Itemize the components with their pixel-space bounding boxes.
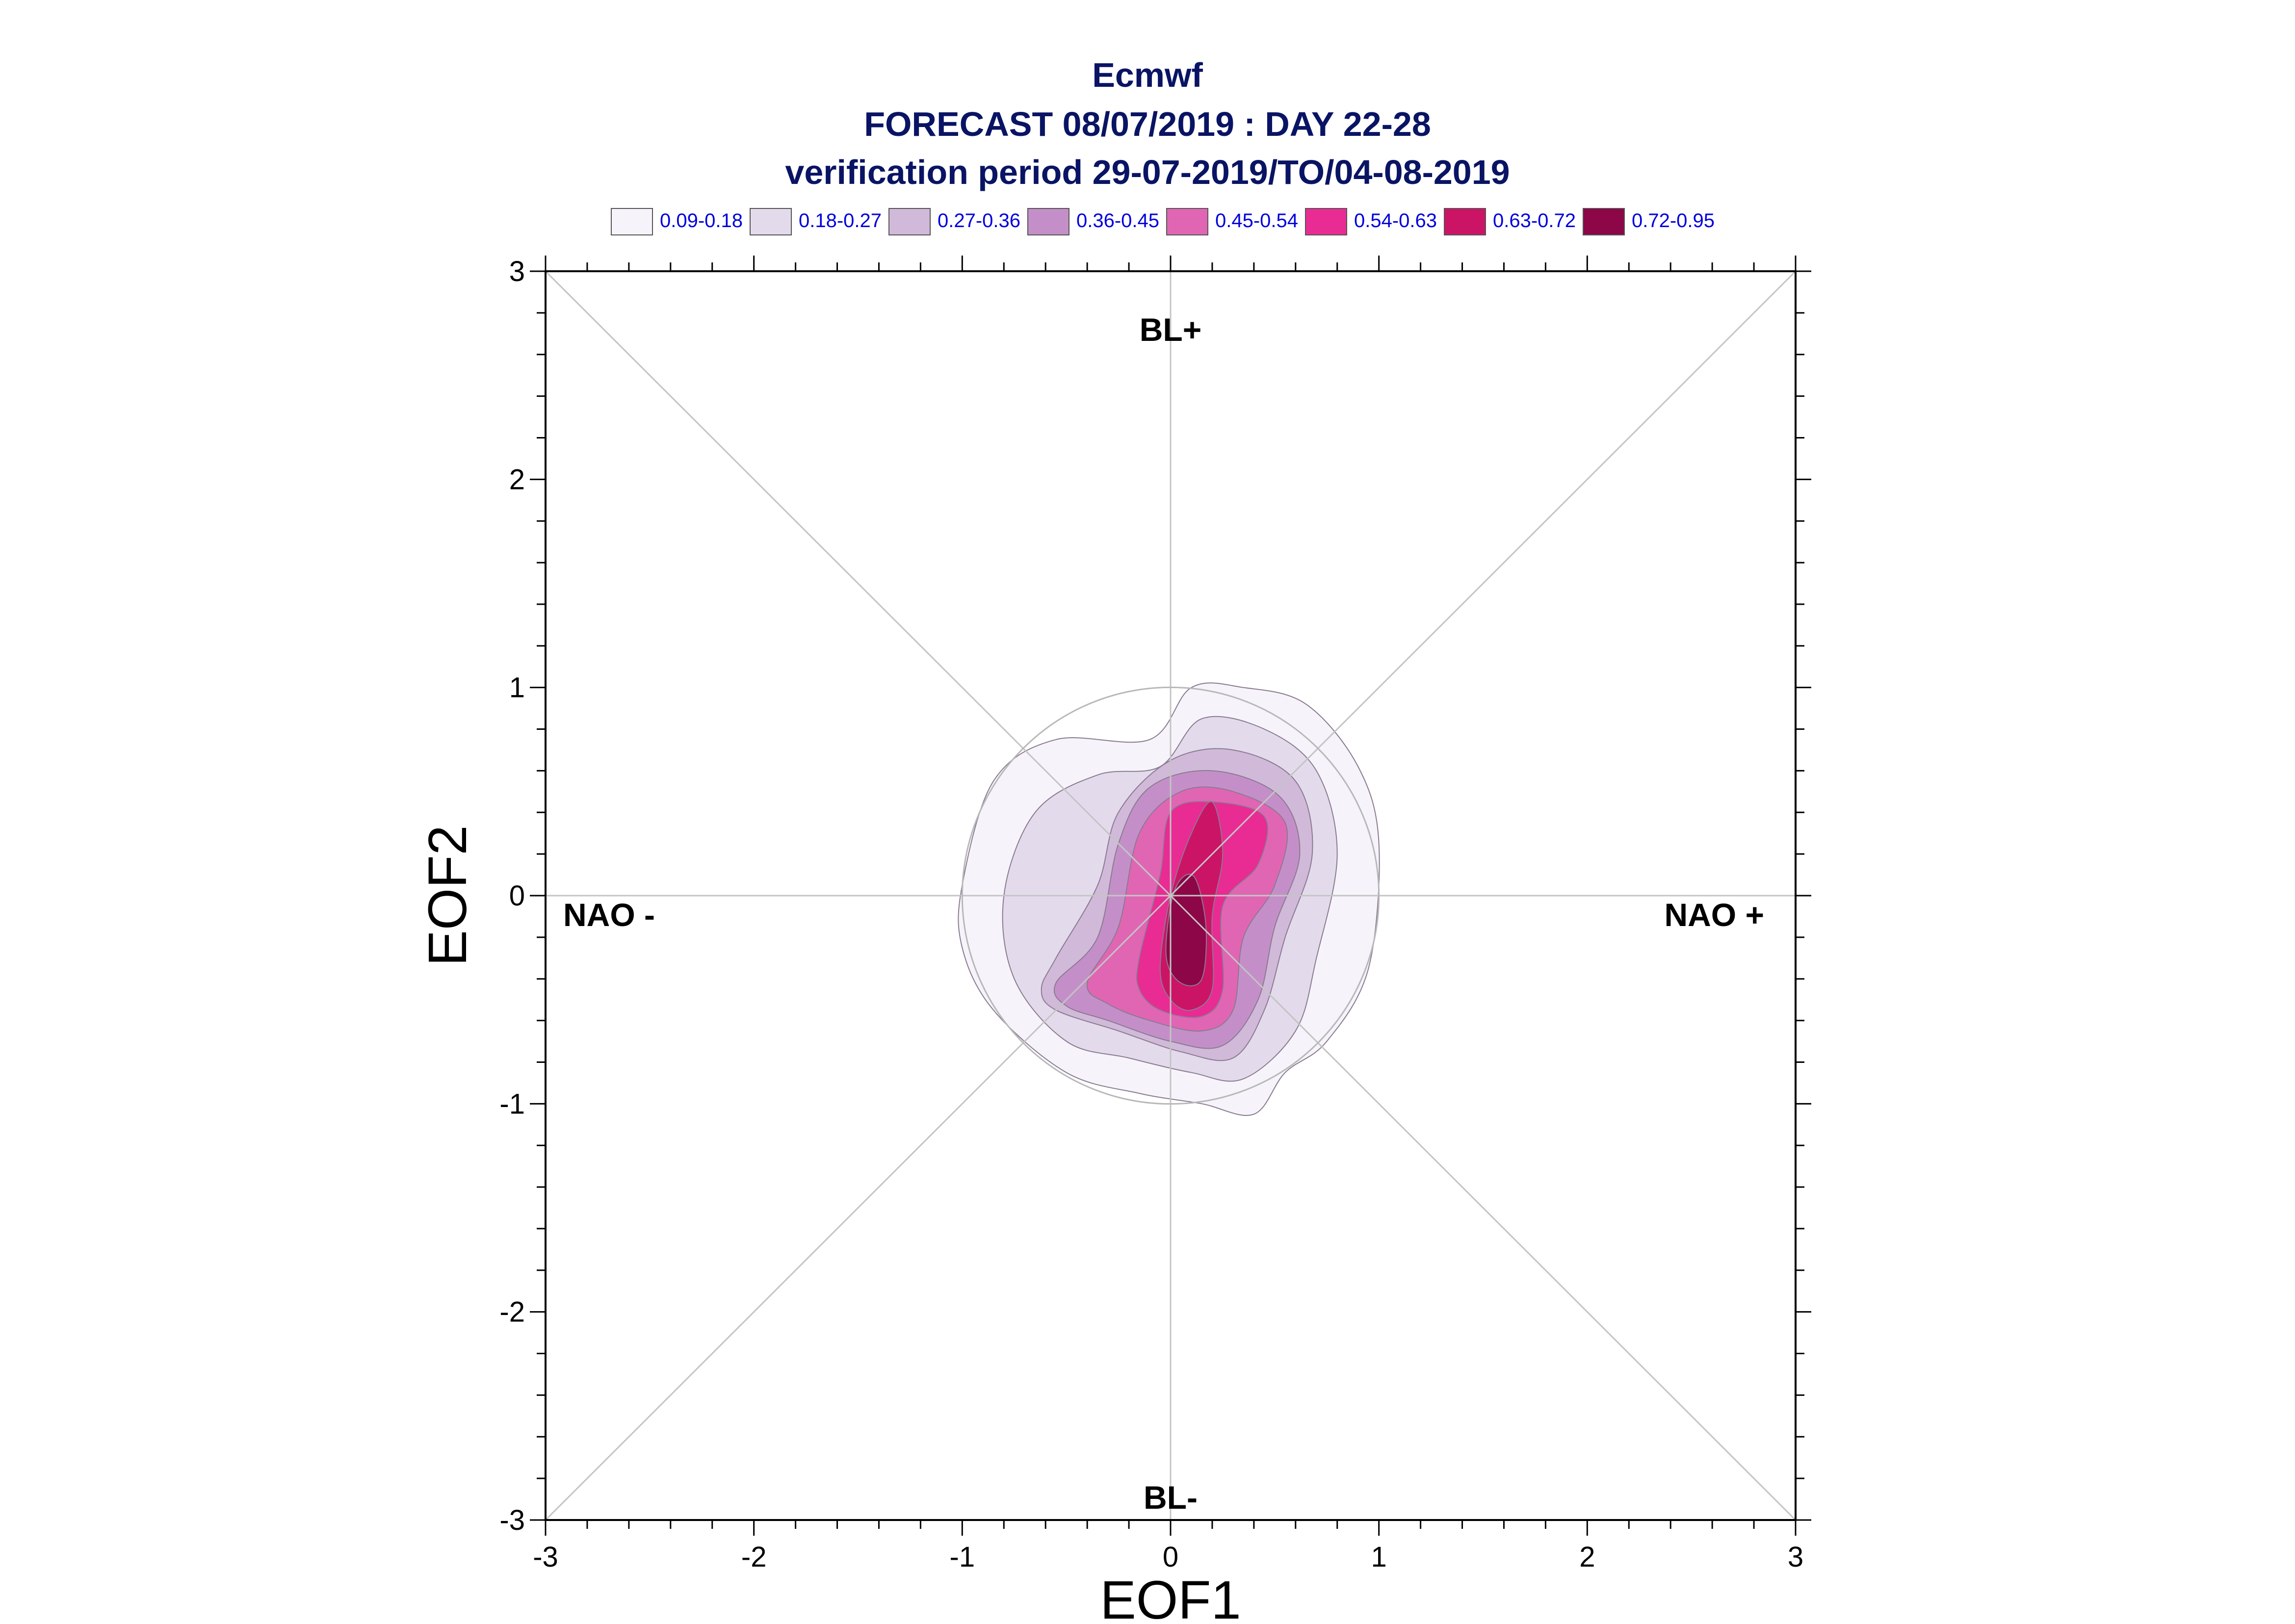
legend-label: 0.72-0.95: [1632, 210, 1715, 232]
x-tick-label: 2: [1579, 1541, 1595, 1573]
chart-subtitle: FORECAST 08/07/2019 : DAY 22-28: [864, 105, 1431, 143]
regime-label-bl-plus: BL+: [1140, 311, 1202, 348]
legend-label: 0.54-0.63: [1354, 210, 1437, 232]
y-tick-label: 1: [509, 672, 525, 704]
x-tick-label: 1: [1371, 1541, 1387, 1573]
legend-label: 0.63-0.72: [1493, 210, 1576, 232]
x-tick-label: 0: [1163, 1541, 1178, 1573]
x-axis-title: EOF1: [1100, 1570, 1241, 1624]
legend-swatch: [1305, 208, 1347, 235]
y-axis-title: EOF2: [417, 825, 478, 966]
legend-swatch: [888, 208, 931, 235]
x-tick-label: -3: [533, 1541, 558, 1573]
regime-label-bl-minus: BL-: [1144, 1479, 1198, 1516]
regime-label-nao-plus: NAO +: [1664, 897, 1764, 933]
x-tick-label: -2: [741, 1541, 767, 1573]
y-tick-label: 2: [509, 464, 525, 495]
x-tick-label: -1: [950, 1541, 975, 1573]
legend-label: 0.18-0.27: [799, 210, 882, 232]
legend-swatch: [611, 208, 653, 235]
legend-label: 0.45-0.54: [1215, 210, 1299, 232]
legend-swatch: [1166, 208, 1208, 235]
y-tick-label: -2: [499, 1296, 525, 1328]
reference-circle: [961, 686, 1380, 1105]
y-tick-label: -1: [499, 1088, 525, 1120]
regime-label-nao-minus: NAO -: [563, 897, 655, 933]
legend-swatch: [1444, 208, 1486, 235]
chart-title: Ecmwf: [1092, 56, 1203, 94]
legend-label: 0.09-0.18: [660, 210, 743, 232]
x-tick-label: 3: [1788, 1541, 1803, 1573]
legend-swatch: [750, 208, 792, 235]
legend-label: 0.27-0.36: [938, 210, 1021, 232]
legend-label: 0.36-0.45: [1076, 210, 1160, 232]
chart-period: verification period 29-07-2019/TO/04-08-…: [785, 153, 1510, 191]
y-tick-label: -3: [499, 1504, 525, 1536]
legend-swatch: [1027, 208, 1069, 235]
legend-swatch: [1583, 208, 1625, 235]
y-tick-label: 0: [509, 880, 525, 912]
y-tick-label: 3: [509, 256, 525, 287]
